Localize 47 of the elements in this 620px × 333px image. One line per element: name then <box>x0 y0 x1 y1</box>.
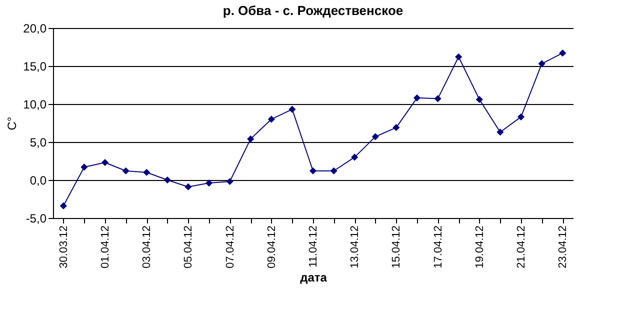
point <box>268 116 275 123</box>
point <box>247 135 254 142</box>
point <box>517 113 525 120</box>
point <box>60 202 67 210</box>
y-tick-label: 0,0 <box>30 174 47 188</box>
point <box>288 106 296 113</box>
x-tick-label: 01.04.12 <box>100 226 112 268</box>
y-tick-label: 5,0 <box>30 136 47 150</box>
x-tick-label: 30.03.12 <box>58 226 70 268</box>
point <box>351 154 358 161</box>
chart-title: р. Обва - с. Рождественское <box>222 3 404 18</box>
x-tick-label: 05.04.12 <box>182 226 195 268</box>
point <box>101 158 109 166</box>
point <box>413 94 421 102</box>
point <box>122 167 130 174</box>
y-tick-label: -5,0 <box>26 212 47 226</box>
point <box>80 164 88 171</box>
x-tick-label: 23.04.12 <box>557 226 570 268</box>
point <box>392 124 400 132</box>
x-tick-label: 11.04.12 <box>308 226 320 268</box>
x-tick-label: 03.04.12 <box>141 226 154 268</box>
x-axis-title: дата <box>300 270 328 284</box>
point <box>455 53 462 60</box>
point <box>309 167 317 174</box>
point <box>143 168 150 176</box>
x-tick-label: 07.04.12 <box>224 226 236 268</box>
y-tick-label: 20,0 <box>23 22 47 36</box>
point <box>372 133 379 140</box>
point <box>184 183 192 190</box>
point <box>476 96 483 103</box>
x-tick-label: 21.04.12 <box>516 226 528 268</box>
point <box>434 95 442 102</box>
x-tick-label: 09.04.12 <box>266 226 278 268</box>
x-tick-label: 15.04.12 <box>390 226 403 268</box>
point <box>538 60 546 68</box>
y-axis-title: C° <box>5 116 20 130</box>
x-tick-label: 13.04.12 <box>349 226 362 268</box>
point <box>226 178 234 186</box>
point <box>164 176 171 184</box>
point <box>559 50 566 57</box>
point <box>205 180 213 187</box>
point <box>496 128 504 136</box>
x-tick-label: 17.04.12 <box>432 226 444 268</box>
x-tick-label: 19.04.12 <box>474 226 486 268</box>
y-tick-label: 15,0 <box>23 60 47 74</box>
point <box>330 167 338 174</box>
y-tick-label: 10,0 <box>23 98 47 112</box>
